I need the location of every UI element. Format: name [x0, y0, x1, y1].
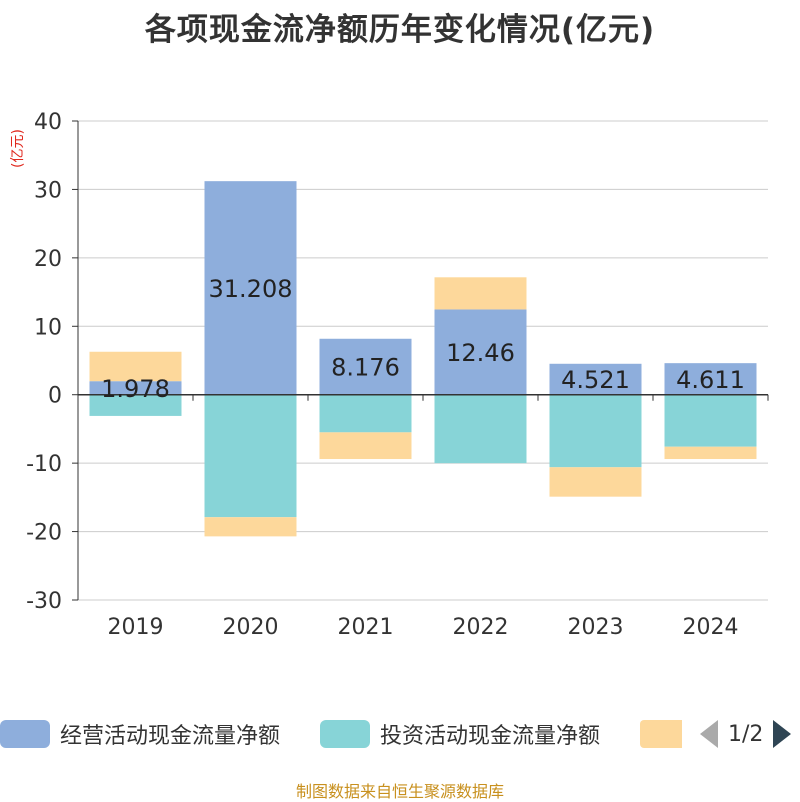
- bar-series-2-2023[interactable]: [549, 467, 642, 497]
- bar-series-1-2021[interactable]: [319, 394, 412, 433]
- bar-value-label: 31.208: [209, 275, 293, 303]
- bar-series-0-2019[interactable]: [89, 381, 182, 395]
- y-tick-label: -20: [26, 521, 62, 546]
- x-tick-label-2024: 2024: [683, 615, 739, 640]
- y-tick-label: -10: [26, 452, 62, 477]
- legend-label-operating: 经营活动现金流量净额: [60, 724, 281, 749]
- bar-value-label: 4.521: [561, 366, 630, 394]
- y-tick-label: 10: [34, 315, 62, 340]
- bar-series-2-2019[interactable]: [89, 351, 182, 382]
- bars: [89, 181, 757, 537]
- legend-item-financing[interactable]: [640, 714, 682, 754]
- legend-swatch-operating: [0, 720, 50, 748]
- bar-value-label: 8.176: [331, 354, 400, 382]
- bar-series-1-2024[interactable]: [664, 394, 757, 447]
- bar-series-1-2022[interactable]: [434, 394, 527, 464]
- bar-value-label: 12.46: [446, 339, 515, 367]
- legend-swatch-financing: [640, 720, 682, 748]
- bar-series-0-2024[interactable]: [664, 363, 757, 395]
- x-tick-label-2022: 2022: [453, 615, 509, 640]
- bar-series-2-2022[interactable]: [434, 277, 527, 310]
- y-tick-label: 40: [34, 110, 62, 135]
- data-source-footer: 制图数据来自恒生聚源数据库: [295, 782, 504, 801]
- bar-value-label: 4.611: [676, 366, 745, 394]
- bar-series-1-2020[interactable]: [204, 394, 297, 518]
- y-tick-label: 0: [48, 384, 62, 409]
- bar-series-0-2021[interactable]: [319, 338, 412, 395]
- bar-series-0-2022[interactable]: [434, 309, 527, 395]
- bar-value-label: 1.978: [101, 375, 170, 403]
- y-tick-label: -30: [26, 589, 62, 614]
- bar-series-0-2020[interactable]: [204, 181, 297, 395]
- legend-pager: 1/2: [700, 714, 792, 754]
- bar-series-1-2023[interactable]: [549, 394, 642, 468]
- legend-swatch-investing: [320, 720, 370, 748]
- pager-page-label: 1/2: [728, 721, 764, 747]
- x-tick-label-2020: 2020: [223, 615, 279, 640]
- bar-series-0-2023[interactable]: [549, 363, 642, 395]
- pager-next-icon[interactable]: [773, 720, 792, 748]
- y-tick-label: 30: [34, 178, 62, 203]
- axes: 40 30 20 10 0 -10 -20 -30 2019 2020 2021 2022 2023 20…: [26, 110, 769, 640]
- bar-series-2-2024[interactable]: [664, 446, 757, 460]
- bar-series-2-2021[interactable]: [319, 432, 412, 460]
- legend: 经营活动现金流量净额 投资活动现金流量净额: [0, 714, 800, 754]
- pager-prev-icon[interactable]: [700, 720, 718, 748]
- chart-title: 各项现金流净额历年变化情况(亿元): [144, 12, 656, 48]
- bar-series-1-2019[interactable]: [89, 394, 182, 416]
- data-labels: 1.978 31.208 8.176 12.46 4.521 4.611: [101, 275, 745, 403]
- bar-series-2-2020[interactable]: [204, 517, 297, 537]
- x-tick-label-2021: 2021: [338, 615, 394, 640]
- legend-item-operating[interactable]: 经营活动现金流量净额: [0, 714, 280, 754]
- legend-item-investing[interactable]: 投资活动现金流量净额: [320, 714, 600, 754]
- legend-label-investing: 投资活动现金流量净额: [380, 724, 601, 749]
- grid-lines: [78, 120, 768, 601]
- x-tick-label-2023: 2023: [568, 615, 624, 640]
- y-tick-label: 20: [34, 247, 62, 272]
- x-tick-label-2019: 2019: [108, 615, 164, 640]
